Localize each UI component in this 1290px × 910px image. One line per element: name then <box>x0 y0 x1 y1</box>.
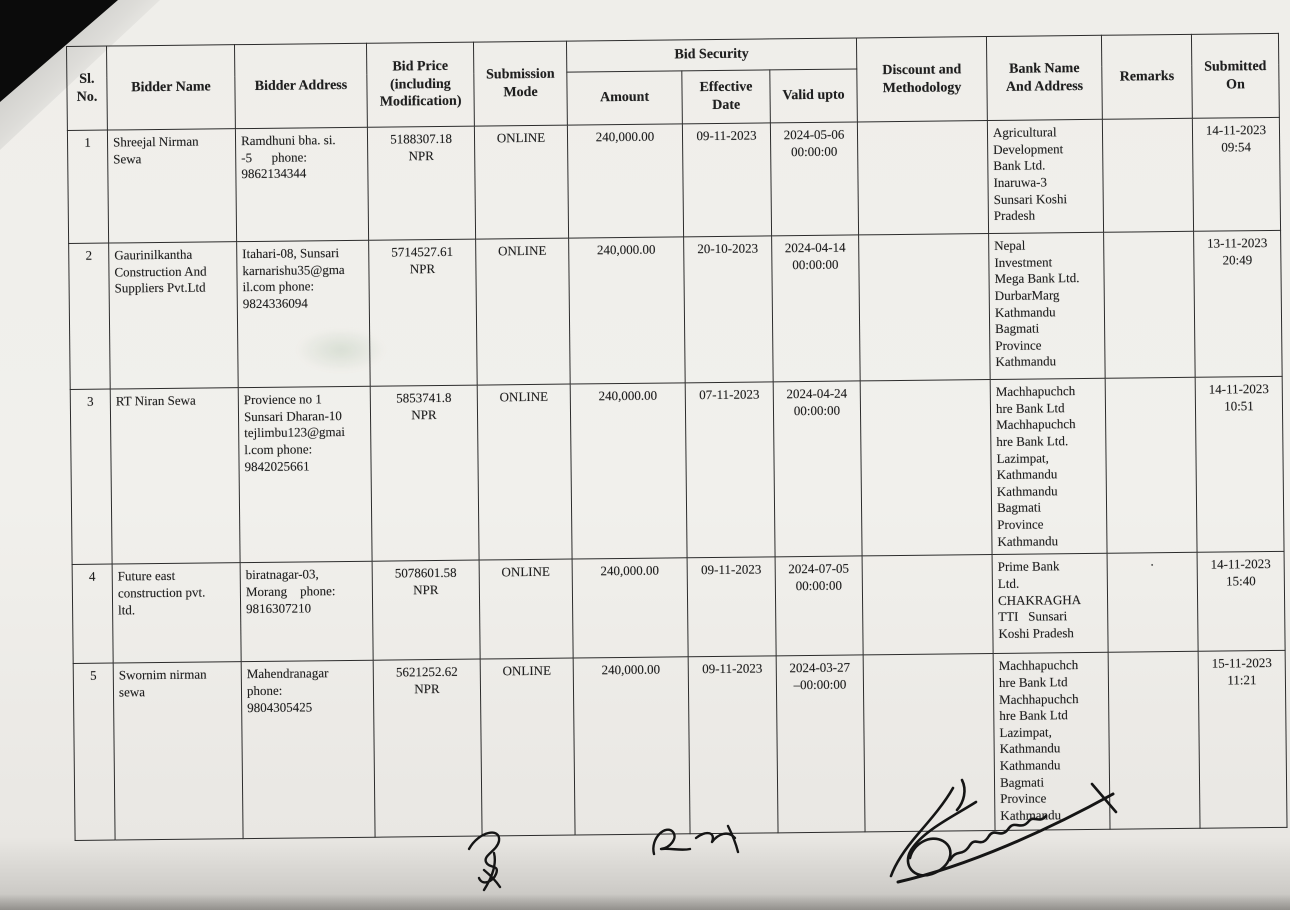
header-submission-mode: Submission Mode <box>473 41 568 127</box>
cell-amount: 240,000.00 <box>570 382 688 560</box>
cell-discount <box>862 554 994 656</box>
cell-amount: 240,000.00 <box>573 657 691 836</box>
header-submitted-on: Submitted On <box>1191 33 1280 119</box>
cell-remarks <box>1103 231 1196 379</box>
header-bank-name-address: Bank Name And Address <box>986 35 1103 121</box>
cell-submission-mode: ONLINE <box>480 658 576 837</box>
cell-valid-upto: 2024-04-24 00:00:00 <box>773 380 863 558</box>
cell-effective-date: 07-11-2023 <box>685 381 776 559</box>
cell-sl-no: 1 <box>67 130 109 244</box>
cell-amount: 240,000.00 <box>567 123 684 239</box>
handwritten-signature-2 <box>652 824 740 856</box>
handwritten-signature-1 <box>467 831 502 892</box>
cell-bidder-name: Swornim nirman sewa <box>113 661 244 841</box>
cell-remarks <box>1102 118 1194 233</box>
header-bid-price: Bid Price (including Modification) <box>366 42 475 128</box>
cell-remarks <box>1105 377 1198 554</box>
cell-valid-upto: 2024-03-27 –00:00:00 <box>776 655 866 834</box>
header-valid-upto: Valid upto <box>769 68 858 123</box>
header-bidder-address: Bidder Address <box>234 43 368 129</box>
cell-bidder-address: Mahendranagar phone: 9804305425 <box>241 660 376 839</box>
cell-bid-price: 5714527.61 NPR <box>368 239 478 387</box>
header-bid-security: Bid Security <box>566 37 857 73</box>
bid-evaluation-table-wrap: Sl. No. Bidder Name Bidder Address Bid P… <box>66 33 1289 841</box>
cell-submission-mode: ONLINE <box>479 559 574 660</box>
table-row: 2 Gaurinilkantha Construction And Suppli… <box>68 230 1283 390</box>
cell-effective-date: 20-10-2023 <box>683 235 774 383</box>
cell-effective-date: 09-11-2023 <box>688 656 779 835</box>
header-remarks: Remarks <box>1101 34 1193 120</box>
table-row: 3 RT Niran Sewa Provience no 1 Sunsari D… <box>70 376 1285 565</box>
cell-sl-no: 2 <box>68 243 111 390</box>
cell-bidder-address: Ramdhuni bha. si. -5 phone: 9862134344 <box>235 127 369 242</box>
cell-sl-no: 3 <box>70 389 113 565</box>
handwritten-signature-3 <box>889 778 1118 884</box>
cell-bidder-name: Future east construction pvt. ltd. <box>112 562 242 664</box>
header-discount-methodology: Discount and Methodology <box>856 36 988 122</box>
cell-valid-upto: 2024-05-06 00:00:00 <box>770 121 859 236</box>
cell-bidder-address: biratnagar-03, Morang phone: 9816307210 <box>240 561 374 662</box>
header-amount: Amount <box>566 70 683 126</box>
stamp-smudge <box>296 328 386 372</box>
cell-discount <box>857 120 989 235</box>
cell-bid-price: 5853741.8 NPR <box>370 385 480 562</box>
cell-bank: Nepal Investment Mega Bank Ltd. DurbarMa… <box>988 232 1106 380</box>
cell-submission-mode: ONLINE <box>477 384 573 561</box>
cell-submitted-on: 15-11-2023 11:21 <box>1198 650 1288 829</box>
cell-submission-mode: ONLINE <box>475 238 571 386</box>
cell-discount <box>860 379 993 557</box>
cell-bid-price: 5621252.62 NPR <box>373 659 483 838</box>
header-bidder-name: Bidder Name <box>106 44 236 131</box>
cell-bidder-name: RT Niran Sewa <box>110 387 241 565</box>
table-row: 1 Shreejal Nirman Sewa Ramdhuni bha. si.… <box>67 117 1281 244</box>
cell-discount <box>858 233 991 381</box>
cell-bid-price: 5188307.18 NPR <box>367 126 476 241</box>
cell-submitted-on: 14-11-2023 09:54 <box>1192 117 1281 232</box>
cell-amount: 240,000.00 <box>572 558 689 659</box>
cell-submitted-on: 14-11-2023 15:40 <box>1197 551 1286 652</box>
cell-bank: Agricultural Development Bank Ltd. Inaru… <box>987 119 1104 234</box>
cell-valid-upto: 2024-07-05 00:00:00 <box>775 556 864 657</box>
header-sl-no: Sl. No. <box>66 46 108 131</box>
cell-remarks: · <box>1107 552 1199 653</box>
cell-bank: Machhapuchch hre Bank Ltd Machhapuchch h… <box>990 378 1108 555</box>
cell-bidder-name: Shreejal Nirman Sewa <box>107 128 237 244</box>
table-row: 4 Future east construction pvt. ltd. bir… <box>72 551 1286 664</box>
cell-submitted-on: 14-11-2023 10:51 <box>1195 376 1285 553</box>
bid-evaluation-table: Sl. No. Bidder Name Bidder Address Bid P… <box>66 33 1288 841</box>
cell-sl-no: 4 <box>72 564 114 664</box>
cell-submitted-on: 13-11-2023 20:49 <box>1193 230 1283 378</box>
cell-valid-upto: 2024-04-14 00:00:00 <box>771 234 861 382</box>
cell-sl-no: 5 <box>73 663 116 841</box>
cell-amount: 240,000.00 <box>568 236 686 385</box>
scan-edge-shadow <box>0 894 1290 910</box>
cell-bid-price: 5078601.58 NPR <box>372 560 481 661</box>
cell-effective-date: 09-11-2023 <box>682 122 772 237</box>
cell-submission-mode: ONLINE <box>474 125 569 240</box>
cell-bank: Prime Bank Ltd. CHAKRAGHA TTI Sunsari Ko… <box>992 553 1109 654</box>
cell-bidder-address: Itahari-08, Sunsari karnarishu35@gma il.… <box>236 240 371 388</box>
header-effective-date: Effective Date <box>681 69 771 124</box>
cell-effective-date: 09-11-2023 <box>687 557 777 658</box>
cell-bidder-name: Gaurinilkantha Construction And Supplier… <box>108 241 239 390</box>
cell-bidder-address: Provience no 1 Sunsari Dharan-10 tejlimb… <box>238 386 373 563</box>
